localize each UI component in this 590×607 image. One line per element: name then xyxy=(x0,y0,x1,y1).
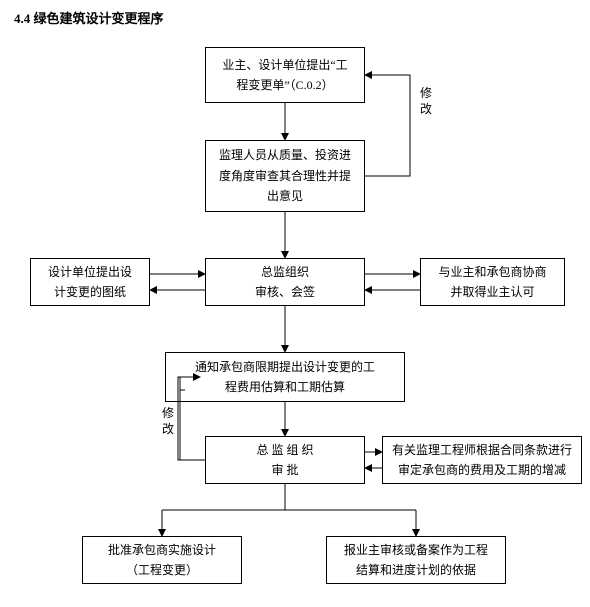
node-owner-proposal: 业主、设计单位提出“工程变更单”（C.0.2） xyxy=(205,47,365,103)
node-engineer-assess: 有关监理工程师根据合同条款进行审定承包商的费用及工期的增减 xyxy=(382,436,582,484)
page-title: 4.4 绿色建筑设计变更程序 xyxy=(14,8,164,27)
node-owner-contractor-agree: 与业主和承包商协商并取得业主认可 xyxy=(420,258,565,306)
node-notify-contractor: 通知承包商限期提出设计变更的工程费用估算和工期估算 xyxy=(165,352,405,402)
edge-label-revise-2: 修改 xyxy=(162,406,174,437)
node-report-owner: 报业主审核或备案作为工程结算和进度计划的依据 xyxy=(326,536,506,584)
node-supervisor-review: 监理人员从质量、投资进度角度审查其合理性并提出意见 xyxy=(205,140,365,212)
node-chief-review: 总监组织审核、会签 xyxy=(205,258,365,306)
edge-label-revise-1: 修改 xyxy=(420,86,432,117)
node-chief-approve: 总 监 组 织审 批 xyxy=(205,436,365,484)
node-design-drawings: 设计单位提出设计变更的图纸 xyxy=(30,258,150,306)
node-approve-implement: 批准承包商实施设计（工程变更） xyxy=(82,536,242,584)
